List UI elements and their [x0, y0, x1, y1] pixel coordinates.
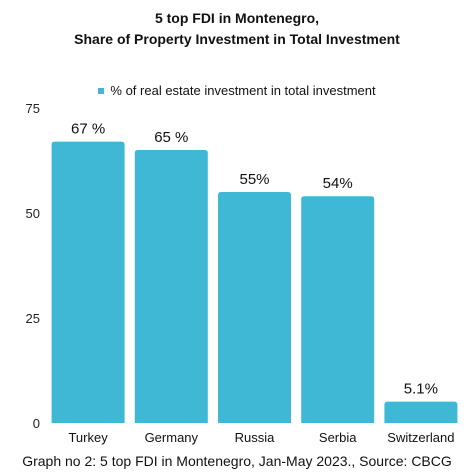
data-label-switzerland: 5.1% [404, 381, 438, 398]
y-tick-label: 0 [33, 416, 40, 431]
legend-label: % of real estate investment in total inv… [110, 83, 376, 98]
bar-russia [218, 192, 291, 423]
x-tick-label-turkey: Turkey [68, 430, 108, 445]
data-label-germany: 65 % [154, 129, 188, 146]
y-tick-label: 50 [26, 206, 40, 221]
legend-swatch [98, 87, 105, 94]
chart-title-line-2: Share of Property Investment in Total In… [74, 31, 400, 47]
data-label-turkey: 67 % [71, 121, 105, 138]
x-tick-label-russia: Russia [235, 430, 276, 445]
y-tick-label: 25 [26, 311, 40, 326]
bar-switzerland [384, 401, 458, 423]
chart-title: 5 top FDI in Montenegro, Share of Proper… [0, 8, 474, 50]
x-tick-label-switzerland: Switzerland [387, 430, 454, 445]
legend: % of real estate investment in total inv… [0, 83, 474, 98]
y-tick-label: 75 [26, 101, 40, 116]
chart-title-line-1: 5 top FDI in Montenegro, [154, 10, 320, 26]
data-label-serbia: 54% [323, 175, 353, 192]
bar-turkey [51, 141, 125, 423]
x-tick-label-germany: Germany [145, 430, 199, 445]
bar-serbia [301, 196, 375, 423]
figure-caption: Graph no 2: 5 top FDI in Montenegro, Jan… [22, 453, 452, 469]
x-tick-label-serbia: Serbia [319, 430, 357, 445]
bar-germany [134, 150, 208, 423]
data-label-russia: 55% [239, 171, 269, 188]
